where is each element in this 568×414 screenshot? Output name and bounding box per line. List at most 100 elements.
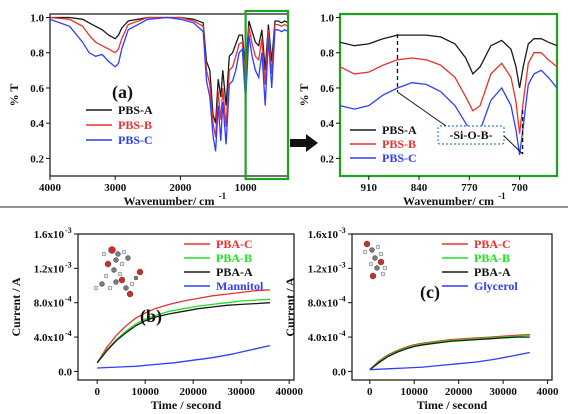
molecule-atom (108, 246, 116, 254)
y-tick-label: 0.6 (30, 83, 44, 95)
molecule-atom (115, 251, 121, 257)
x-tick-label: 20000 (179, 386, 207, 398)
series-line-pba-a (369, 336, 530, 371)
series-line-glycerol (369, 351, 530, 371)
legend-label-pbs-a: PBS-A (382, 123, 417, 137)
y-tick-exponent: -3 (339, 260, 346, 269)
molecule-atom (101, 251, 107, 257)
annotation-pointer-right (503, 135, 523, 155)
x-tick-label: 1000 (235, 182, 258, 194)
molecule-atom (136, 268, 144, 276)
molecule-atom (93, 285, 99, 291)
annotation-box (437, 125, 505, 145)
y-tick-label: 0.2 (30, 153, 44, 165)
y-axis-label: Current / A (283, 277, 297, 336)
y-axis-label: % T (7, 84, 21, 107)
legend-label-pba-b: PBA-B (216, 251, 252, 265)
molecule-atom (99, 281, 105, 287)
x-tick-label: 30000 (489, 386, 517, 398)
y-tick-label: 4.0x10 (308, 332, 339, 344)
legend-label-pba-b: PBA-B (474, 251, 510, 265)
y-tick-exponent: -3 (65, 226, 72, 235)
series-line-pbs-b (340, 52, 557, 134)
molecule-atom (375, 244, 381, 250)
y-tick-label: 0.4 (30, 118, 44, 130)
series-line-pba-c (369, 333, 530, 371)
y-tick-label: 1.0 (320, 13, 334, 25)
legend-label-glycerol: Glycerol (474, 279, 518, 293)
plot-frame (77, 233, 295, 381)
x-tick-label: 20000 (445, 386, 473, 398)
y-tick-label: 0.0 (332, 366, 346, 378)
plot-frame (351, 233, 553, 381)
molecule-atom (372, 255, 378, 261)
y-tick-label: 1.0 (30, 13, 44, 25)
molecule-atom (111, 267, 117, 273)
chart-panel-2: 910 840 770 700 0.2 0.4 0.6 0.8 1.0 Wavenumber/ c… (297, 12, 559, 208)
series-line-pba-b (369, 334, 530, 371)
x-axis-label-exponent: -1 (498, 191, 506, 201)
molecule-atom (121, 249, 127, 255)
panel-label: (a) (112, 82, 133, 103)
molecule-atom (129, 281, 135, 287)
molecule-atom (378, 251, 384, 257)
molecule-atom (107, 285, 113, 291)
glycerol-molecule (362, 240, 388, 280)
highlight-box (244, 9, 290, 181)
y-tick-exponent: -4 (339, 329, 346, 338)
legend-label-pbs-c: PBS-C (118, 133, 153, 147)
y-tick-label: 0.6 (320, 83, 334, 95)
molecule-atom (380, 271, 386, 277)
y-tick-label: 1.2x10 (34, 263, 65, 275)
series-line-pbs-c (50, 16, 288, 152)
y-tick-exponent: -4 (65, 329, 72, 338)
x-tick-label: 0 (367, 386, 373, 398)
x-tick-label: 910 (360, 182, 377, 194)
molecule-atom (103, 273, 109, 279)
x-axis-label-exponent: -1 (219, 191, 227, 201)
legend-label-mannitol: Mannitol (216, 279, 264, 293)
y-axis-label: % T (297, 84, 311, 107)
molecule-atom (117, 271, 123, 277)
mannitol-molecule (93, 246, 144, 298)
molecule-atom (362, 249, 368, 255)
molecule-atom (113, 257, 119, 263)
x-tick-label: 840 (411, 182, 428, 194)
x-axis-label: Time / second (417, 398, 488, 412)
molecule-atom (382, 265, 388, 271)
y-tick-label: 1.2x10 (308, 263, 339, 275)
molecule-atom (118, 276, 126, 284)
chart-panel-4: 0 10000 20000 30000 40000.04.0x10 -48.0x10 -41… (283, 226, 559, 412)
series-line-pba-c (96, 289, 271, 364)
legend-label-pba-a: PBA-A (216, 265, 253, 279)
x-tick-label: 10000 (131, 386, 159, 398)
molecule-atom (368, 261, 374, 267)
molecule-atom (363, 240, 371, 248)
y-tick-exponent: -4 (65, 295, 72, 304)
y-tick-exponent: -4 (339, 295, 346, 304)
plot-frame (338, 12, 559, 178)
x-tick-label: 40000 (275, 386, 303, 398)
x-tick-label: 0 (94, 386, 100, 398)
annotation-label: -Si-O-B- (449, 128, 492, 142)
annotation-pointer-left (397, 91, 447, 127)
molecule-atom (377, 258, 385, 266)
y-tick-label: 8.0x10 (308, 298, 339, 310)
molecule-atom (113, 279, 119, 285)
legend-label-pba-c: PBA-C (474, 237, 511, 251)
legend-label-pbs-c: PBS-C (382, 151, 417, 165)
molecule-atom (369, 272, 377, 280)
panel-label: (b) (140, 306, 162, 327)
series-line-pbs-a (50, 16, 288, 124)
legend-label-pbs-a: PBS-A (118, 103, 153, 117)
x-tick-label: 3000 (104, 182, 127, 194)
series-line-pbs-a (340, 34, 557, 89)
y-tick-label: 0.2 (320, 153, 334, 165)
y-tick-label: 1.6x10 (308, 229, 339, 241)
chart-panel-1: 4000 3000 2000 1000 0.2 0.4 0.6 0.8 1.0 Wavenumbe… (7, 9, 290, 208)
y-tick-label: 0.0 (58, 366, 72, 378)
legend-label-pbs-b: PBS-B (382, 137, 416, 151)
molecule-atom (133, 275, 139, 281)
x-axis-label: Time / second (151, 398, 222, 412)
